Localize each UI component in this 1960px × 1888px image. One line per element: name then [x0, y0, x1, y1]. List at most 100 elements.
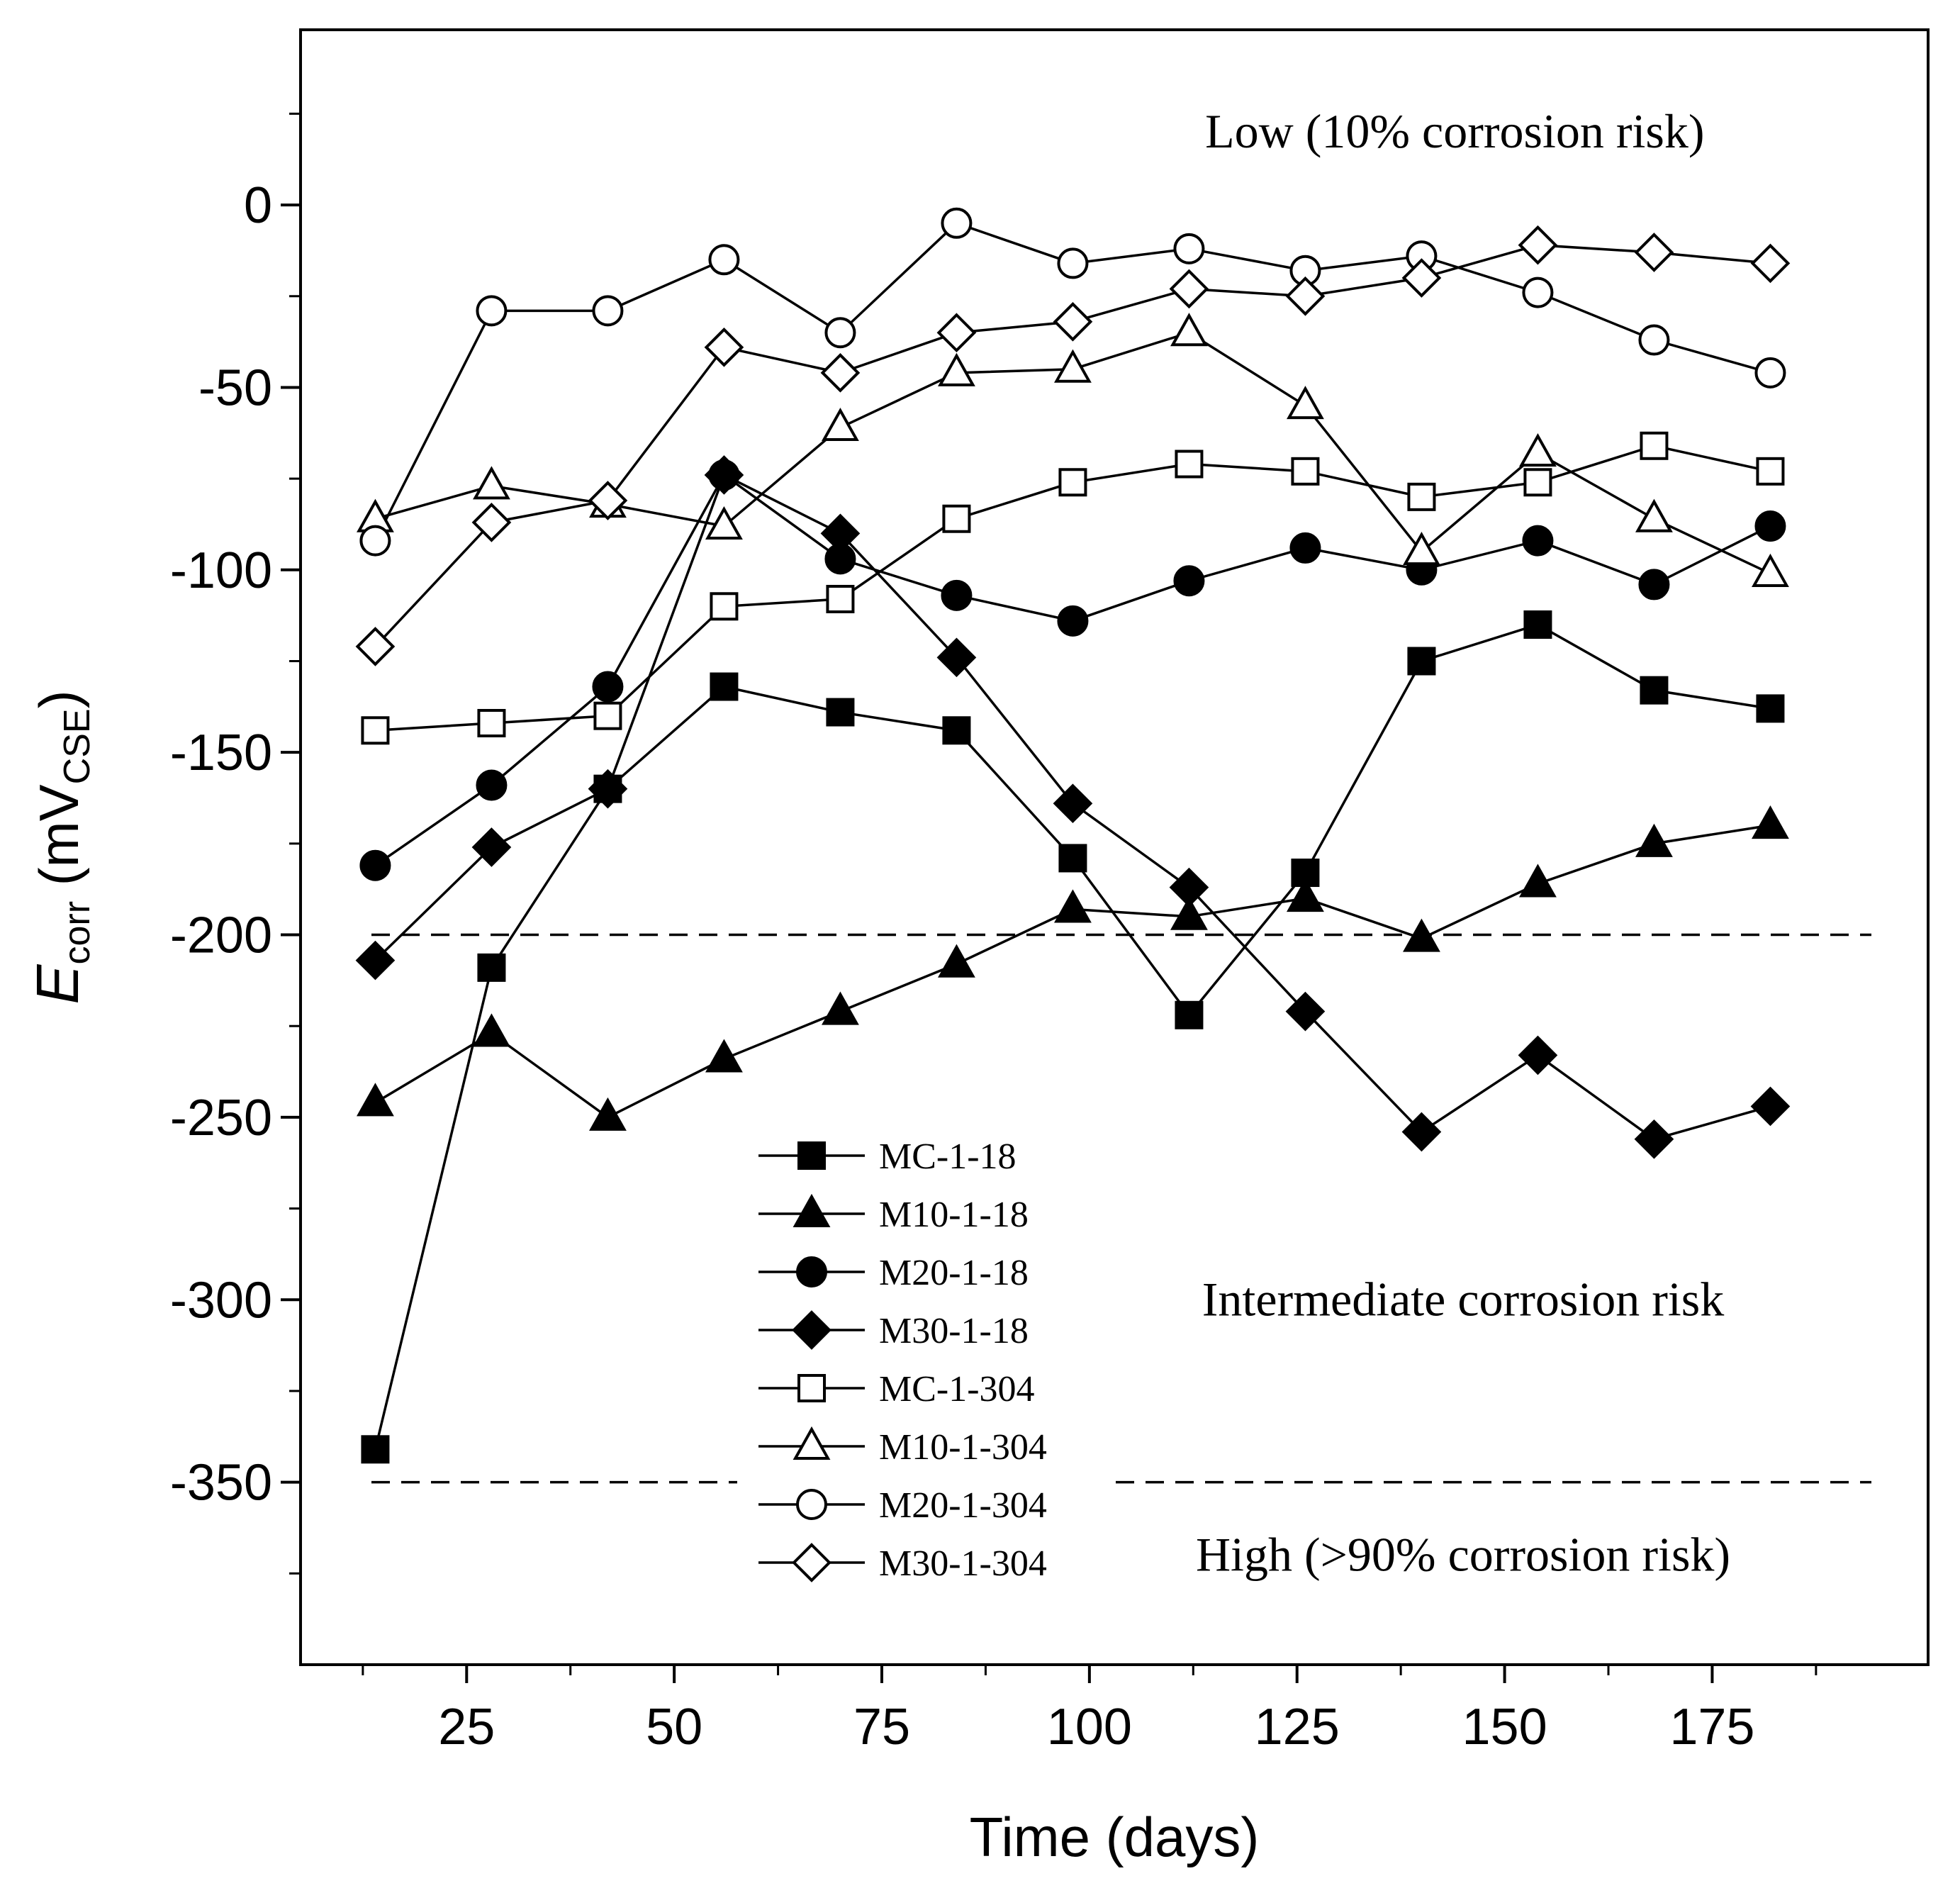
data-point	[704, 455, 744, 495]
legend-item: M20-1-18	[758, 1253, 1029, 1293]
data-point	[1522, 525, 1554, 557]
annotation-text: High (>90% corrosion risk)	[1196, 1528, 1730, 1582]
legend-label: M10-1-18	[879, 1195, 1029, 1235]
x-tick-label: 75	[853, 1699, 910, 1755]
data-point	[941, 207, 973, 239]
data-point	[1289, 532, 1321, 564]
data-point	[1523, 610, 1552, 639]
y-axis-title: Ecorr (mVCSE)	[24, 690, 98, 1004]
data-point	[710, 672, 739, 701]
data-point	[592, 671, 624, 703]
data-point	[588, 769, 628, 809]
y-tick-label: -50	[198, 359, 272, 416]
legend-item: M30-1-304	[758, 1543, 1047, 1584]
data-point	[826, 584, 855, 613]
annotations: Low (10% corrosion risk) Intermediate cor…	[1196, 104, 1730, 1581]
data-point	[471, 827, 512, 867]
series-markers-MC-1-304	[361, 431, 1785, 745]
data-point	[1640, 676, 1669, 705]
data-point	[1756, 694, 1785, 723]
y-tick-label: -200	[170, 907, 272, 964]
data-point	[1169, 269, 1209, 309]
data-point	[1053, 301, 1093, 342]
data-point	[1519, 864, 1557, 898]
data-point	[1752, 805, 1789, 839]
y-title-symbol-sub: corr	[57, 901, 98, 965]
data-point	[938, 352, 975, 386]
data-point	[820, 513, 861, 554]
series-markers-M30-1-304	[355, 225, 1791, 666]
data-point	[822, 407, 859, 442]
x-tick-label: 100	[1047, 1699, 1132, 1755]
data-point	[1169, 867, 1209, 907]
legend-marker	[797, 1374, 826, 1402]
data-point	[704, 327, 744, 367]
y-tick-label: -100	[170, 542, 272, 599]
annotation-text: Low (10% corrosion risk)	[1205, 104, 1704, 158]
data-point	[822, 991, 859, 1025]
data-point	[361, 716, 390, 745]
series-markers-M10-1-304	[357, 313, 1789, 587]
data-point	[1057, 247, 1089, 279]
data-point	[1750, 1086, 1791, 1127]
legend-label: M30-1-18	[879, 1311, 1029, 1351]
legend-label: M20-1-304	[879, 1485, 1047, 1526]
data-point	[708, 244, 740, 276]
data-point	[1756, 457, 1785, 486]
data-point	[710, 592, 739, 621]
data-point	[705, 1039, 743, 1073]
series-group	[355, 207, 1791, 1464]
data-point	[936, 313, 977, 353]
legend-label: MC-1-304	[879, 1369, 1035, 1409]
data-point	[473, 466, 510, 500]
legend-label: M30-1-304	[879, 1543, 1047, 1584]
legend-item: MC-1-304	[758, 1369, 1035, 1409]
data-point	[355, 940, 396, 981]
data-point	[1058, 468, 1087, 497]
data-point	[1522, 277, 1554, 308]
legend-marker	[792, 1543, 831, 1582]
data-point	[359, 525, 391, 557]
data-point	[1291, 457, 1320, 486]
data-point	[1057, 605, 1089, 637]
data-point	[1640, 431, 1669, 460]
data-point	[1519, 433, 1557, 467]
data-point	[592, 295, 624, 327]
legend-marker	[792, 1310, 831, 1350]
legend-marker	[793, 1193, 831, 1227]
y-tick-label: -350	[170, 1455, 272, 1512]
data-point	[476, 295, 508, 327]
data-point	[1635, 498, 1673, 532]
y-tick-label: -150	[170, 725, 272, 781]
data-point	[1054, 889, 1092, 923]
data-point	[1635, 823, 1673, 857]
data-point	[705, 505, 743, 540]
data-point	[476, 769, 508, 801]
legend-label: M10-1-304	[879, 1427, 1047, 1468]
data-point	[1523, 468, 1552, 497]
data-point	[1752, 553, 1789, 587]
x-tick-label: 50	[646, 1699, 702, 1755]
x-tick-label: 125	[1255, 1699, 1340, 1755]
y-title-unit: (mV	[28, 784, 90, 901]
data-point	[477, 953, 506, 982]
data-point	[1053, 783, 1093, 824]
data-point	[941, 579, 973, 611]
data-point	[1638, 569, 1670, 601]
data-point	[942, 504, 971, 533]
data-point	[1173, 565, 1205, 597]
legend-background	[737, 1120, 1106, 1592]
annotation-text: Intermediate corrosion risk	[1202, 1272, 1724, 1326]
series-markers-MC-1-18	[361, 610, 1785, 1464]
data-point	[1403, 531, 1440, 566]
axes: 25 50 75 100 125 150 175 0 -50 -100 -150 -200 -250 -3…	[170, 28, 1930, 1755]
x-tick-label: 150	[1462, 1699, 1547, 1755]
data-point	[826, 698, 855, 727]
data-point	[1054, 349, 1092, 383]
data-point	[477, 708, 506, 737]
data-point	[1285, 991, 1326, 1032]
legend-marker	[793, 1426, 831, 1460]
data-point	[355, 627, 396, 666]
